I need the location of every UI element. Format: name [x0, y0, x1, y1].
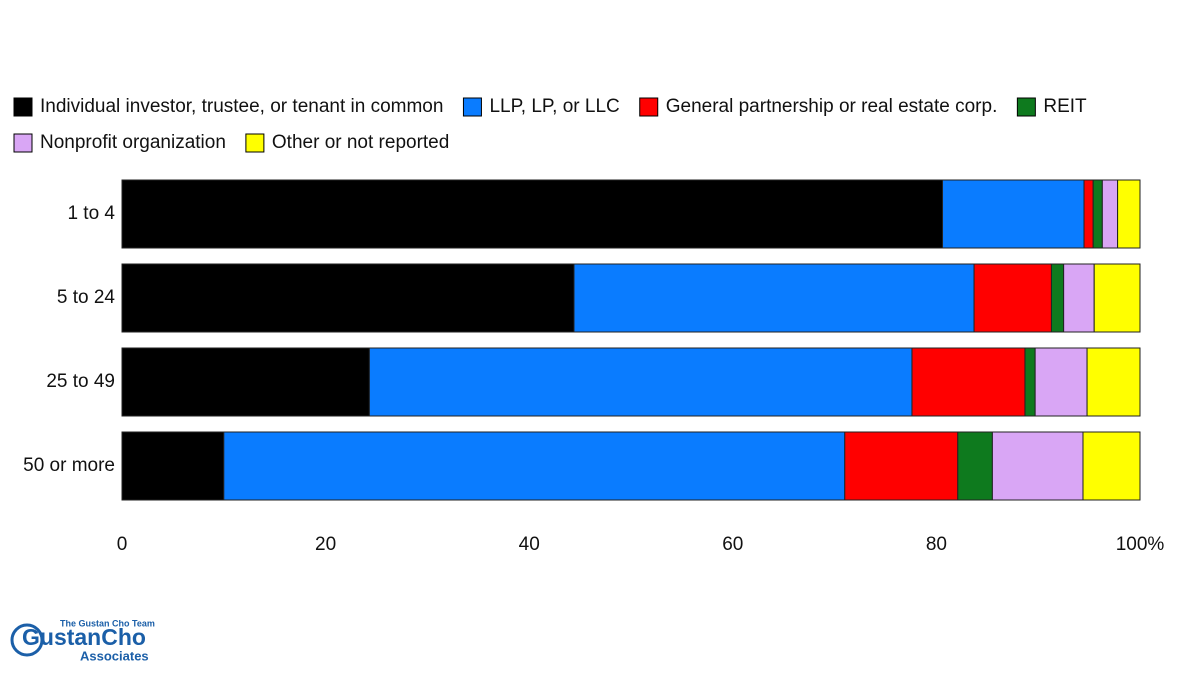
bar-segment	[1101, 179, 1119, 249]
bar-segment	[368, 347, 913, 417]
bar-segment	[121, 347, 370, 417]
x-tick-label: 80	[926, 534, 947, 555]
bar-segment	[573, 263, 975, 333]
legend-swatch	[462, 97, 482, 117]
legend-swatch	[245, 133, 265, 153]
x-tick-label: 20	[315, 534, 336, 555]
legend-label: Other or not reported	[272, 132, 449, 153]
legend-label: Individual investor, trustee, or tenant …	[40, 96, 443, 117]
bar-segment	[1093, 263, 1141, 333]
y-tick-label: 25 to 49	[46, 371, 115, 392]
logo: The Gustan Cho Team GustanCho Associates	[10, 618, 155, 663]
legend-swatch	[13, 133, 33, 153]
x-tick-label: 100%	[1116, 534, 1165, 555]
x-tick-label: 60	[722, 534, 743, 555]
bar-segment	[1024, 347, 1036, 417]
bar-segment	[1092, 179, 1103, 249]
bar-segment	[1050, 263, 1065, 333]
legend-label: General partnership or real estate corp.	[666, 96, 998, 117]
legend-swatch	[13, 97, 33, 117]
bar-segment	[991, 431, 1084, 501]
legend-label: REIT	[1043, 96, 1087, 117]
y-tick-label: 5 to 24	[57, 287, 116, 308]
logo-name: GustanCho	[22, 624, 146, 650]
legend-label: LLP, LP, or LLC	[489, 96, 619, 117]
bar-segment	[1083, 179, 1094, 249]
logo-tagline: The Gustan Cho Team	[60, 618, 155, 628]
legend-swatch	[639, 97, 659, 117]
bar-segment	[223, 431, 846, 501]
bar-segment	[121, 431, 225, 501]
bar-segment	[1082, 431, 1141, 501]
legend-swatch	[1016, 97, 1036, 117]
legend-label: Nonprofit organization	[40, 132, 226, 153]
logo-subtitle: Associates	[80, 648, 149, 663]
logo-icon	[10, 623, 44, 657]
bar-segment	[973, 263, 1052, 333]
bar-segment	[1034, 347, 1088, 417]
bar-segment	[911, 347, 1026, 417]
bar-segment	[957, 431, 993, 501]
bar-segment	[1063, 263, 1095, 333]
bar-segment	[121, 179, 944, 249]
bar-segment	[1086, 347, 1141, 417]
bar-segment	[942, 179, 1085, 249]
bar-segment	[1117, 179, 1141, 249]
y-tick-label: 50 or more	[23, 455, 115, 476]
bar-segment	[844, 431, 959, 501]
y-tick-label: 1 to 4	[67, 203, 115, 224]
bar-segment	[121, 263, 575, 333]
x-tick-label: 0	[117, 534, 128, 555]
x-tick-label: 40	[519, 534, 540, 555]
